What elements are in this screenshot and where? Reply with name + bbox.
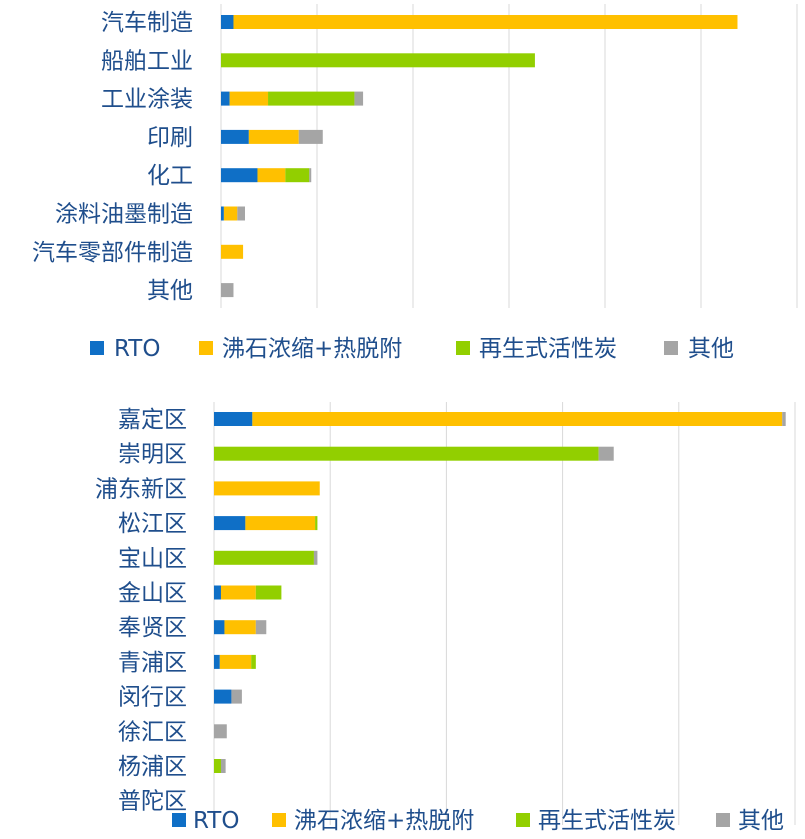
bar-segment	[221, 129, 249, 144]
legend-label: 再生式活性炭	[479, 336, 617, 362]
category-label: 化工	[147, 163, 193, 189]
bar-segment	[220, 759, 226, 773]
bar-segment	[248, 129, 299, 144]
bar-segment	[223, 206, 238, 221]
bar-segment	[214, 481, 320, 496]
category-label: 普陀区	[118, 789, 187, 815]
bar-segment	[255, 585, 282, 600]
bar-segment	[221, 283, 234, 298]
legend-swatch	[516, 813, 530, 827]
bar-segment	[214, 585, 221, 600]
legend-swatch	[716, 813, 730, 827]
bar-segment	[598, 446, 614, 461]
bar-segment	[313, 550, 318, 565]
legend-label: 其他	[738, 808, 784, 834]
bar-segment	[221, 206, 224, 221]
bar-segment	[221, 53, 535, 68]
category-label: 松江区	[118, 511, 187, 537]
category-label: 青浦区	[118, 650, 187, 676]
bar-segment	[214, 620, 225, 635]
bar-segment	[298, 129, 323, 144]
category-label: 崇明区	[118, 442, 187, 468]
category-label: 金山区	[118, 581, 187, 607]
legend-swatch	[199, 341, 213, 355]
category-label: 徐汇区	[118, 719, 187, 745]
bar-segment	[214, 550, 314, 565]
bar-segment	[354, 91, 364, 106]
bar-segment	[245, 516, 316, 531]
bar-segment	[224, 620, 256, 635]
category-label: 奉贤区	[118, 615, 187, 641]
legend-swatch	[172, 813, 186, 827]
bar-segment	[782, 412, 786, 426]
bar-segment	[214, 446, 599, 461]
bar-segment	[214, 689, 232, 704]
bar-segment	[233, 15, 738, 29]
legend-label: RTO	[193, 808, 239, 834]
bar-segment	[220, 585, 256, 600]
legend-swatch	[456, 341, 470, 355]
category-label: 汽车零部件制造	[32, 240, 193, 266]
bar-segment	[221, 15, 234, 29]
bar-segment	[214, 724, 227, 739]
bar-segment	[257, 168, 286, 183]
legend-swatch	[272, 813, 286, 827]
bar-segment	[231, 689, 242, 704]
bar-segment	[214, 412, 253, 426]
category-label: 工业涂装	[101, 87, 193, 113]
category-label: 汽车制造	[101, 10, 193, 36]
legend-label: 再生式活性炭	[538, 808, 676, 834]
category-label: 其他	[147, 278, 193, 304]
bar-segment	[251, 654, 256, 669]
bar-segment	[214, 516, 246, 531]
bar-segment	[252, 412, 783, 426]
bar-segment	[315, 516, 318, 531]
bar-segment	[221, 168, 258, 183]
legend-label: 沸石浓缩+热脱附	[222, 336, 402, 362]
bar-segment	[221, 91, 230, 106]
legend-swatch	[664, 341, 678, 355]
legend-label: RTO	[114, 336, 160, 362]
bar-segment	[219, 654, 252, 669]
legend-label: 其他	[688, 336, 734, 362]
bar-segment	[229, 91, 269, 106]
category-label: 印刷	[147, 125, 193, 151]
category-label: 浦东新区	[95, 476, 187, 502]
category-label: 涂料油墨制造	[55, 202, 193, 228]
bar-segment	[285, 168, 310, 183]
category-label: 船舶工业	[101, 48, 193, 74]
bar-segment	[268, 91, 355, 106]
category-label: 宝山区	[118, 546, 187, 572]
legend-label: 沸石浓缩+热脱附	[294, 808, 474, 834]
chart-2: 嘉定区崇明区浦东新区松江区宝山区金山区奉贤区青浦区闵行区徐汇区杨浦区普陀区RTO…	[95, 402, 796, 834]
bar-segment	[221, 244, 244, 259]
category-label: 嘉定区	[118, 407, 187, 433]
category-label: 杨浦区	[118, 754, 187, 780]
bar-segment	[237, 206, 245, 221]
bar-segment	[214, 759, 221, 773]
bar-segment	[214, 654, 220, 669]
bar-segment	[255, 620, 267, 635]
bar-segment	[309, 168, 312, 183]
legend-swatch	[90, 341, 104, 355]
category-label: 闵行区	[118, 685, 187, 711]
